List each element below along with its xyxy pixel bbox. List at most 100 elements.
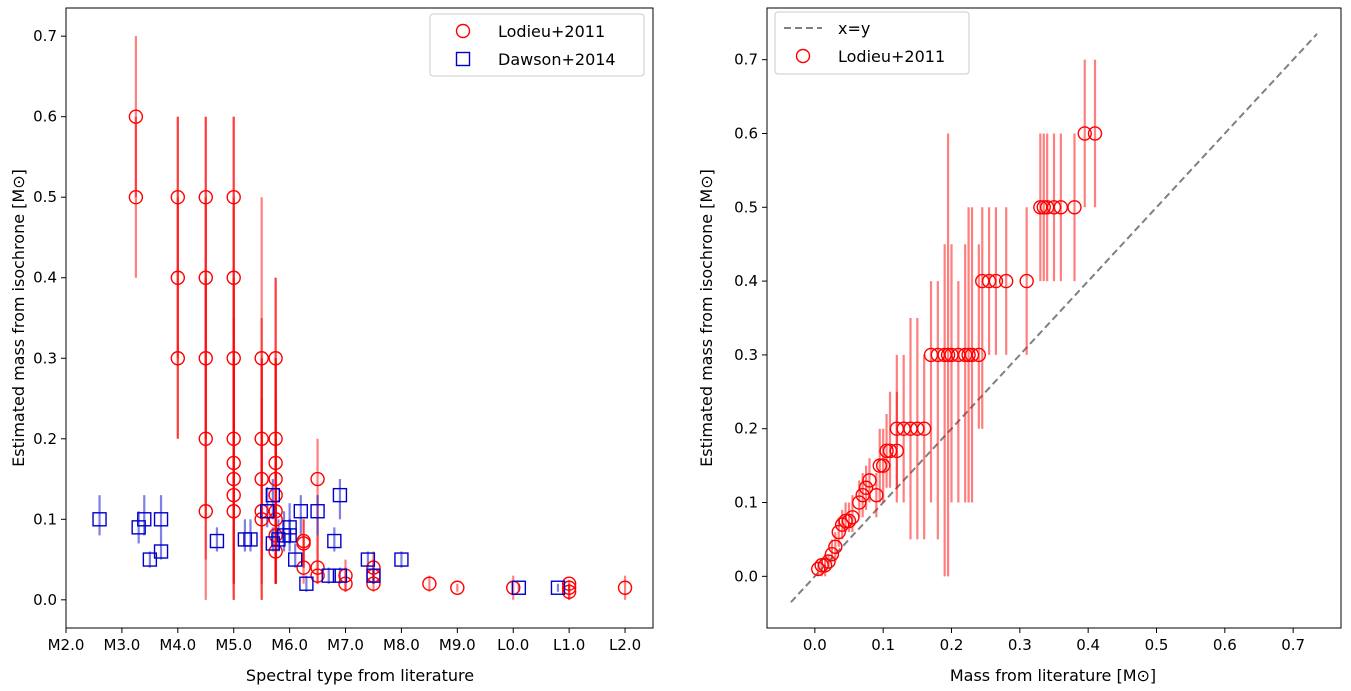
- right-legend: x=y Lodieu+2011: [774, 11, 970, 75]
- left-markers: [92, 109, 633, 599]
- y-tick-label: 0.5: [734, 198, 758, 216]
- data-point-lodieu-2011: [879, 443, 894, 459]
- data-point-lodieu-2011: [226, 431, 241, 446]
- data-point-lodieu-2011: [869, 487, 884, 503]
- right-y-axis-label: Estimated mass from isochrone [M⊙]: [697, 169, 716, 467]
- data-point-lodieu-2011: [170, 351, 186, 366]
- data-point-lodieu-2011: [617, 580, 633, 595]
- left-x-axis-label: Spectral type from literature: [246, 666, 474, 685]
- data-point-lodieu-2011: [170, 190, 186, 205]
- data-point-lodieu-2011: [226, 487, 241, 503]
- x-tick-label: M9.0: [439, 636, 476, 654]
- data-point-lodieu-2011: [226, 504, 241, 519]
- data-point-dawson-2014: [265, 487, 281, 503]
- x-tick-label: 0.4: [1076, 636, 1100, 654]
- x-tick-label: M8.0: [383, 636, 420, 654]
- data-point-lodieu-2011: [310, 568, 325, 583]
- legend-marker-lodieu-circle-right: [795, 48, 811, 64]
- data-point-dawson-2014: [327, 533, 342, 549]
- data-point-lodieu-2011: [254, 471, 269, 487]
- data-point-lodieu-2011: [128, 109, 144, 124]
- y-tick-label: 0.3: [33, 349, 57, 367]
- data-point-dawson-2014: [332, 568, 348, 583]
- data-point-dawson-2014: [293, 504, 308, 519]
- data-point-lodieu-2011: [268, 504, 283, 519]
- x-tick-label: 0.2: [940, 636, 964, 654]
- right-x-axis-ticks: 0.0 0.1 0.2 0.3 0.4 0.5 0.6 0.7: [803, 628, 1305, 654]
- data-point-lodieu-2011: [964, 347, 980, 363]
- data-point-dawson-2014: [209, 533, 225, 549]
- y-tick-label: 0.1: [33, 510, 57, 528]
- x-tick-label: M5.0: [215, 636, 252, 654]
- data-point-lodieu-2011: [296, 536, 311, 551]
- x-tick-label: M3.0: [104, 636, 141, 654]
- data-point-lodieu-2011: [296, 560, 311, 575]
- data-point-dawson-2014: [360, 552, 376, 567]
- data-point-lodieu-2011: [254, 512, 269, 527]
- x-tick-label: M4.0: [159, 636, 196, 654]
- data-point-lodieu-2011: [834, 517, 850, 532]
- left-x-axis-ticks: M2.0 M3.0 M4.0 M5.0 M6.0 M7.0 M8.0 M9.0 L0.0 L1.0…: [48, 628, 641, 654]
- data-point-dawson-2014: [153, 544, 169, 559]
- data-point-lodieu-2011: [845, 510, 860, 525]
- data-point-lodieu-2011: [561, 584, 577, 599]
- data-point-dawson-2014: [153, 512, 169, 527]
- legend-marker-lodieu-circle: [455, 23, 471, 39]
- left-y-axis-label: Estimated mass from isochrone [M⊙]: [9, 169, 28, 467]
- left-plot-frame: [65, 7, 654, 629]
- data-point-lodieu-2011: [998, 273, 1014, 289]
- data-point-lodieu-2011: [198, 190, 213, 205]
- data-point-lodieu-2011: [1046, 200, 1062, 215]
- left-chart-panel: M2.0 M3.0 M4.0 M5.0 M6.0 M7.0 M8.0 M9.0 L0.0 L1.0…: [9, 7, 654, 685]
- y-tick-label: 0.7: [33, 27, 57, 45]
- data-point-dawson-2014: [137, 512, 152, 527]
- right-legend-box: [774, 11, 970, 75]
- data-point-lodieu-2011: [310, 471, 325, 487]
- data-point-dawson-2014: [366, 568, 381, 583]
- data-point-lodieu-2011: [981, 273, 997, 289]
- data-point-lodieu-2011: [1036, 200, 1051, 215]
- x-tick-label: 0.7: [1281, 636, 1305, 654]
- x-tick-label: M2.0: [48, 636, 85, 654]
- data-point-dawson-2014: [92, 512, 107, 527]
- data-point-lodieu-2011: [226, 455, 241, 471]
- data-point-dawson-2014: [243, 532, 258, 547]
- x-equals-y-reference-line: [790, 33, 1318, 603]
- y-tick-label: 0.6: [734, 124, 758, 142]
- data-point-lodieu-2011: [988, 273, 1004, 289]
- right-markers: [811, 126, 1103, 577]
- data-point-dawson-2014: [282, 520, 297, 535]
- right-legend-label-xy: x=y: [838, 19, 870, 38]
- x-tick-label: L0.0: [497, 636, 529, 654]
- data-point-lodieu-2011: [268, 528, 283, 543]
- left-errorbars: [98, 36, 627, 600]
- y-tick-label: 0.6: [33, 108, 57, 126]
- data-point-lodieu-2011: [268, 431, 283, 446]
- data-point-lodieu-2011: [450, 580, 465, 595]
- y-tick-label: 0.4: [33, 269, 57, 287]
- data-point-lodieu-2011: [910, 421, 925, 436]
- data-point-lodieu-2011: [254, 431, 269, 446]
- y-tick-label: 0.0: [734, 567, 758, 585]
- data-point-lodieu-2011: [268, 471, 283, 487]
- data-point-lodieu-2011: [226, 471, 241, 487]
- data-point-lodieu-2011: [961, 347, 976, 363]
- data-point-dawson-2014: [299, 576, 314, 591]
- data-point-lodieu-2011: [862, 473, 877, 488]
- data-point-dawson-2014: [310, 504, 325, 519]
- data-point-lodieu-2011: [828, 539, 843, 555]
- data-point-lodieu-2011: [916, 421, 932, 436]
- data-point-dawson-2014: [142, 552, 158, 567]
- y-tick-label: 0.2: [33, 430, 57, 448]
- left-y-axis-ticks: 0.0 0.1 0.2 0.3 0.4 0.5 0.6 0.7: [33, 27, 66, 609]
- data-point-dawson-2014: [131, 520, 146, 535]
- data-point-dawson-2014: [271, 532, 286, 547]
- data-point-lodieu-2011: [198, 504, 213, 519]
- data-point-dawson-2014: [321, 568, 336, 583]
- data-point-lodieu-2011: [882, 443, 898, 459]
- data-point-lodieu-2011: [226, 351, 241, 366]
- x-tick-label: M7.0: [327, 636, 364, 654]
- data-point-lodieu-2011: [872, 458, 887, 473]
- y-tick-label: 0.7: [734, 51, 758, 69]
